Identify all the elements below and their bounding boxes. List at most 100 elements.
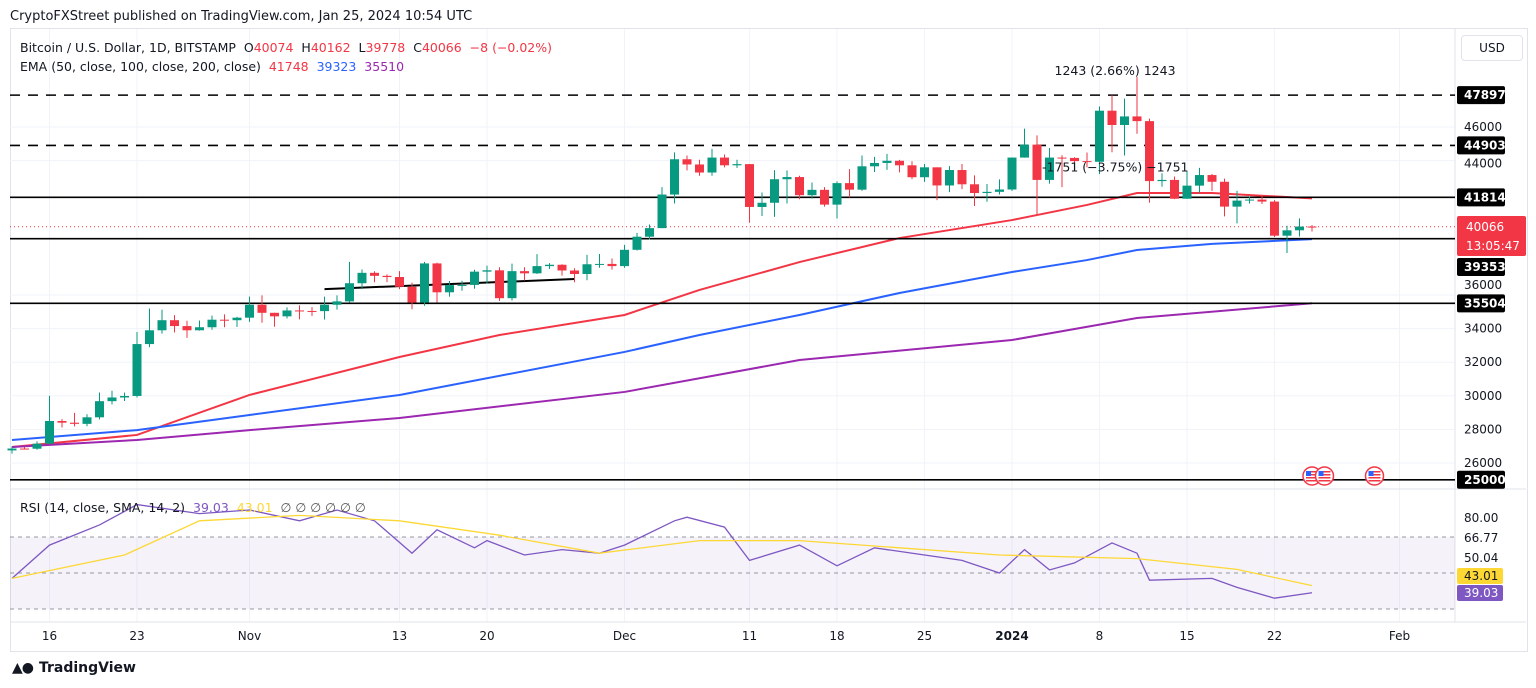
bar-countdown-label: 13:05:47 xyxy=(1466,239,1520,253)
level-label-39353: 39353 xyxy=(1464,260,1506,274)
last-price-label: 40066 xyxy=(1466,220,1504,234)
candle-body xyxy=(732,164,742,166)
candle-body xyxy=(645,228,654,237)
flag-stripe xyxy=(1368,471,1381,473)
time-axis-label: 20 xyxy=(479,629,494,643)
currency-button[interactable]: USD xyxy=(1461,35,1523,61)
flag-stripe xyxy=(1318,477,1331,479)
measure-annotation: 1243 (2.66%) 1243 xyxy=(1055,63,1176,78)
candle-body xyxy=(257,304,267,313)
candle-body xyxy=(407,286,417,303)
ema-label: EMA (50, close, 100, close, 200, close) xyxy=(20,59,261,74)
close-value: 40066 xyxy=(421,40,462,55)
ema-row: EMA (50, close, 100, close, 200, close) … xyxy=(20,57,552,76)
flag-stripe xyxy=(1368,480,1381,482)
candle-body xyxy=(607,263,617,267)
level-label-41814-bg xyxy=(1457,188,1505,207)
candle-body xyxy=(632,236,642,250)
candle-body xyxy=(45,421,54,444)
high-label: H xyxy=(301,40,311,55)
flag-circle xyxy=(1364,466,1385,486)
candle-body xyxy=(1057,157,1067,159)
candle-body xyxy=(295,310,304,312)
candle-body xyxy=(1182,185,1192,199)
candle-body xyxy=(1132,116,1142,122)
candle-body xyxy=(370,272,379,276)
candle-body xyxy=(957,170,967,185)
level-label-35504-bg xyxy=(1457,294,1505,313)
time-axis-label: Nov xyxy=(238,629,261,643)
candle-body xyxy=(1220,181,1229,207)
candle-body xyxy=(145,330,154,345)
candle-body xyxy=(382,275,392,278)
rsi-line-rsi xyxy=(11,503,1313,599)
candle-body xyxy=(832,183,842,205)
candle-body xyxy=(682,159,692,165)
candle-body xyxy=(120,395,129,398)
candle-body xyxy=(895,160,904,166)
candle-body xyxy=(532,266,542,274)
candle-body xyxy=(1207,175,1217,182)
candle-body xyxy=(195,327,204,331)
candle-body xyxy=(107,397,117,402)
flag-canton xyxy=(1306,471,1311,476)
candle-body xyxy=(707,157,717,173)
candle-body xyxy=(395,277,404,287)
candle-body xyxy=(32,443,42,449)
price-legend: Bitcoin / U.S. Dollar, 1D, BITSTAMP O400… xyxy=(20,38,552,76)
rsi-line-sma xyxy=(11,514,1313,587)
candle-body xyxy=(1245,199,1254,201)
candle-body xyxy=(1032,144,1042,180)
candle-body xyxy=(845,183,854,190)
symbol-row: Bitcoin / U.S. Dollar, 1D, BITSTAMP O400… xyxy=(20,38,552,57)
rsi-axis-label: 66.77 xyxy=(1464,531,1498,545)
time-axis-label: 18 xyxy=(829,629,844,643)
price-axis-label: 46000 xyxy=(1464,120,1502,134)
measure-annotation: -1751 (−3.75%) −1751 xyxy=(1042,160,1189,175)
candle-body xyxy=(357,272,367,284)
candle-body xyxy=(907,165,917,178)
last-price-badge xyxy=(1457,216,1526,256)
candle-body xyxy=(557,264,567,271)
candle-body xyxy=(657,194,667,229)
ema-line-ema100 xyxy=(11,238,1313,441)
rsi-badge-bg xyxy=(1457,585,1503,601)
candle-body xyxy=(520,271,529,274)
candle-body xyxy=(995,189,1004,192)
tradingview-logo-icon: ▲● xyxy=(12,660,34,676)
candle-body xyxy=(20,448,29,450)
level-label-25000-bg xyxy=(1457,470,1505,489)
candle-body xyxy=(595,263,604,265)
price-axis-label: 28000 xyxy=(1464,422,1502,436)
rsi-axis-label: 80.00 xyxy=(1464,511,1498,525)
candle-body xyxy=(1107,110,1117,125)
level-label-35504: 35504 xyxy=(1464,296,1506,310)
rsi-badge-bg xyxy=(1457,568,1503,584)
candle-body xyxy=(1045,157,1054,180)
ema100-value: 39323 xyxy=(316,59,357,74)
candle-body xyxy=(1157,179,1167,182)
candle-body xyxy=(282,310,292,317)
candle-body xyxy=(445,285,454,293)
flag-stripe xyxy=(1306,474,1318,476)
candle-body xyxy=(670,159,679,195)
flag-stripe xyxy=(1306,480,1318,482)
candle-body xyxy=(57,421,67,423)
candle-body xyxy=(795,177,804,196)
ema-line-ema200 xyxy=(11,302,1313,449)
candle-body xyxy=(1307,226,1317,228)
level-label-47897: 47897 xyxy=(1464,88,1506,102)
time-axis-label: 13 xyxy=(392,629,407,643)
candle-body xyxy=(1120,116,1129,125)
candle-body xyxy=(95,401,104,418)
candle-body xyxy=(70,422,79,424)
high-value: 40162 xyxy=(310,40,351,55)
candle-body xyxy=(545,264,554,267)
candle-body xyxy=(420,263,429,303)
candle-body xyxy=(470,271,479,285)
candle-body xyxy=(345,283,354,302)
ema200-value: 35510 xyxy=(364,59,405,74)
candle-body xyxy=(7,448,17,451)
level-label-44903-bg xyxy=(1457,136,1505,155)
